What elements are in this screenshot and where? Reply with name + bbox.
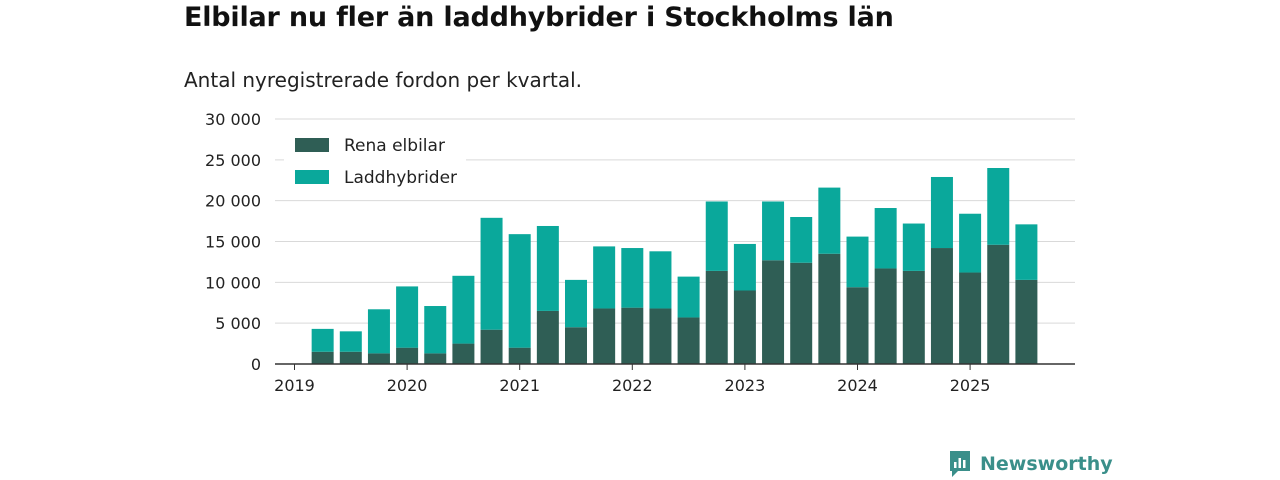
bar-laddhybrider [705,201,728,271]
bar-laddhybrider [846,236,869,288]
x-tick-label: 2024 [837,376,878,395]
brand-name: Newsworthy [980,453,1113,475]
bar-laddhybrider [818,187,841,254]
x-tick-label: 2021 [499,376,540,395]
bar-laddhybrider [311,328,334,352]
bar-laddhybrider [536,225,559,311]
bar-rena-elbilar [902,270,925,364]
legend-swatch [295,138,329,152]
y-tick-label: 25 000 [205,151,261,170]
bar-rena-elbilar [987,244,1010,364]
bar-rena-elbilar [762,260,785,364]
bar-rena-elbilar [677,317,700,364]
y-tick-label: 20 000 [205,192,261,211]
x-tick-label: 2020 [387,376,428,395]
bar-laddhybrider [790,217,813,263]
legend-label: Laddhybrider [344,168,457,188]
bar-laddhybrider [762,201,785,261]
legend-label: Rena elbilar [344,136,445,156]
bar-rena-elbilar [452,343,475,364]
bar-rena-elbilar [649,308,672,364]
bar-laddhybrider [452,275,475,344]
bar-laddhybrider [1015,224,1038,280]
bar-rena-elbilar [959,272,982,364]
bar-laddhybrider [593,246,616,309]
bar-rena-elbilar [367,353,390,364]
bar-laddhybrider [959,213,982,273]
bar-rena-elbilar [930,248,953,364]
y-tick-label: 30 000 [205,110,261,129]
x-tick-label: 2025 [950,376,991,395]
bar-laddhybrider [733,243,756,291]
bar-rena-elbilar [508,347,531,364]
y-tick-label: 0 [251,355,261,374]
y-tick-label: 15 000 [205,233,261,252]
bar-rena-elbilar [1015,279,1038,364]
bar-rena-elbilar [311,351,334,364]
bar-rena-elbilar [790,262,813,364]
bar-laddhybrider [339,331,362,352]
legend-swatch [295,170,329,184]
bar-rena-elbilar [705,270,728,364]
bar-rena-elbilar [621,307,644,364]
bar-laddhybrider [424,306,447,354]
bar-laddhybrider [874,208,897,269]
bar-rena-elbilar [593,308,616,364]
bar-rena-elbilar [424,353,447,364]
bar-laddhybrider [649,251,672,309]
chart-subtitle: Antal nyregistrerade fordon per kvartal. [184,68,583,92]
x-tick-label: 2023 [725,376,766,395]
bar-laddhybrider [677,276,700,318]
bar-rena-elbilar [480,329,503,364]
chart-title: Elbilar nu fler än laddhybrider i Stockh… [184,2,894,33]
bar-laddhybrider [930,176,953,249]
bar-laddhybrider [480,217,503,330]
bar-rena-elbilar [339,351,362,364]
x-tick-label: 2022 [612,376,653,395]
bar-rena-elbilar [733,290,756,364]
bar-laddhybrider [508,234,531,348]
bar-rena-elbilar [565,327,587,364]
newsworthy-icon [950,451,970,477]
y-tick-label: 10 000 [205,273,261,292]
bar-laddhybrider [987,168,1010,245]
y-tick-label: 5 000 [215,314,261,333]
bar-rena-elbilar [874,268,897,364]
bar-laddhybrider [621,248,644,308]
bar-rena-elbilar [396,347,419,364]
bar-laddhybrider [902,223,925,271]
bar-rena-elbilar [846,287,869,364]
x-tick-label: 2019 [274,376,315,395]
bar-laddhybrider [396,286,419,348]
bar-laddhybrider [367,309,390,354]
bar-rena-elbilar [536,310,559,364]
brand-logo: Newsworthy [948,449,1113,479]
bar-laddhybrider [565,279,587,328]
bar-rena-elbilar [818,253,841,364]
